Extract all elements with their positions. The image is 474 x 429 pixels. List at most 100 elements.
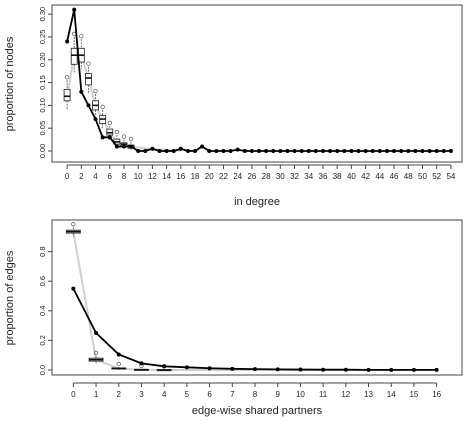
esp-x-tick-label: 6 [207, 390, 212, 399]
esp-x-tick-label: 11 [319, 390, 328, 399]
in-degree-x-tick-label: 52 [432, 172, 441, 181]
in-degree-x-tick-label: 24 [233, 172, 242, 181]
esp-observed-point [411, 367, 416, 372]
in-degree-x-tick-label: 6 [108, 172, 113, 181]
in-degree-observed-point [370, 149, 375, 153]
in-degree-observed-point [335, 149, 340, 153]
esp-observed-point [343, 367, 348, 372]
in-degree-observed-point [235, 147, 240, 152]
esp-x-tick-label: 9 [275, 390, 280, 399]
esp-x-tick-label: 10 [296, 390, 305, 399]
esp-observed-point [253, 367, 257, 372]
in-degree-observed-point [249, 149, 254, 153]
esp-x-axis-label: edge-wise shared partners [192, 405, 323, 417]
in-degree-observed-point [129, 144, 134, 149]
esp-x-tick-label: 12 [341, 390, 350, 399]
esp-x-tick-label: 15 [409, 390, 418, 399]
esp-observed-point [71, 286, 76, 291]
in-degree-observed-point [434, 149, 439, 153]
in-degree-observed-point [257, 149, 261, 153]
esp-x-tick-label: 13 [364, 390, 373, 399]
in-degree-observed-point [420, 149, 425, 153]
in-degree-observed-point [164, 149, 169, 153]
in-degree-observed-point [72, 7, 77, 12]
in-degree-observed-point [356, 149, 361, 153]
in-degree-x-tick-label: 38 [333, 172, 342, 181]
esp-x-tick-label: 3 [139, 390, 144, 399]
in-degree-boxplot-outlier [128, 136, 134, 142]
in-degree-panel: proportion of nodes in degree 0 2 4 6 8 10 12 1… [4, 4, 463, 208]
esp-plot-frame [51, 219, 463, 376]
in-degree-boxplot-box [70, 47, 78, 65]
in-degree-boxplot-outlier [64, 75, 70, 80]
in-degree-y-tick-label: 0.25 [38, 30, 47, 45]
in-degree-observed-point [392, 149, 397, 153]
in-degree-x-tick-label: 40 [347, 172, 356, 181]
in-degree-x-tick-label: 16 [176, 172, 185, 181]
esp-x-tick-label: 14 [387, 390, 396, 399]
esp-y-tick-label: 0.2 [38, 335, 47, 345]
in-degree-observed-point [150, 146, 155, 151]
esp-observed-point [298, 367, 303, 372]
in-degree-observed-point [399, 149, 404, 153]
in-degree-x-tick-label: 0 [65, 172, 70, 181]
in-degree-x-tick-label: 36 [319, 172, 328, 181]
in-degree-observed-point [349, 149, 354, 153]
in-degree-x-tick-label: 8 [122, 172, 127, 181]
in-degree-observed-point [363, 149, 368, 153]
in-degree-x-tick-label: 26 [247, 172, 256, 181]
in-degree-x-tick-label: 10 [134, 172, 143, 181]
in-degree-x-tick-label: 34 [304, 172, 313, 181]
in-degree-observed-point [313, 149, 318, 153]
esp-y-axis-label: proportion of edges [4, 250, 16, 345]
esp-observed-point [275, 367, 280, 372]
in-degree-x-tick-label: 22 [219, 172, 228, 181]
esp-y-tick-label: 0.4 [38, 306, 47, 316]
in-degree-observed-point [271, 149, 276, 153]
in-degree-observed-point [278, 149, 283, 153]
in-degree-observed-point [107, 135, 112, 140]
in-degree-x-tick-label: 14 [162, 172, 171, 181]
esp-observed-point [139, 361, 144, 366]
esp-observed-point [366, 367, 371, 372]
in-degree-observed-line [66, 9, 451, 152]
in-degree-observed-point [200, 144, 205, 149]
in-degree-boxplot-box [84, 72, 92, 86]
in-degree-observed-point [79, 89, 84, 94]
esp-x-tick-label: 2 [117, 390, 122, 399]
esp-boxplot-outlier [116, 361, 121, 367]
in-degree-observed-point [214, 149, 219, 153]
in-degree-observed-point [427, 149, 432, 153]
in-degree-boxplot-outlier [121, 134, 127, 139]
esp-observed-point [434, 367, 439, 372]
in-degree-boxplot-outlier [79, 34, 84, 39]
esp-observed-point [162, 364, 167, 369]
esp-y-tick-label: 0.0 [38, 365, 47, 375]
esp-x-tick-label: 4 [162, 390, 167, 399]
in-degree-boxplot-outlier [107, 120, 112, 126]
in-degree-x-tick-label: 46 [390, 172, 399, 181]
in-degree-x-tick-label: 42 [361, 172, 370, 181]
esp-x-tick-label: 1 [94, 390, 99, 399]
in-degree-x-tick-label: 18 [191, 172, 200, 181]
in-degree-boxplot-outlier [93, 88, 98, 94]
in-degree-observed-point [136, 149, 141, 153]
in-degree-observed-point [448, 149, 453, 153]
in-degree-observed-point [185, 149, 190, 153]
esp-boxplot-outlier [93, 350, 99, 356]
in-degree-x-tick-label: 44 [375, 172, 384, 181]
in-degree-simulated-median-line [66, 54, 181, 152]
in-degree-y-tick-label: 0.10 [38, 98, 47, 113]
in-degree-observed-point [86, 103, 91, 108]
in-degree-x-tick-label: 4 [93, 172, 98, 181]
in-degree-observed-point [384, 149, 389, 153]
in-degree-observed-point [377, 149, 382, 153]
esp-y-tick-label: 0.6 [38, 276, 47, 286]
in-degree-observed-point [306, 149, 311, 153]
in-degree-observed-point [143, 149, 148, 153]
esp-observed-point [116, 352, 121, 357]
in-degree-observed-point [114, 144, 119, 149]
esp-simulated-median-line [72, 232, 437, 371]
in-degree-observed-point [342, 149, 347, 153]
